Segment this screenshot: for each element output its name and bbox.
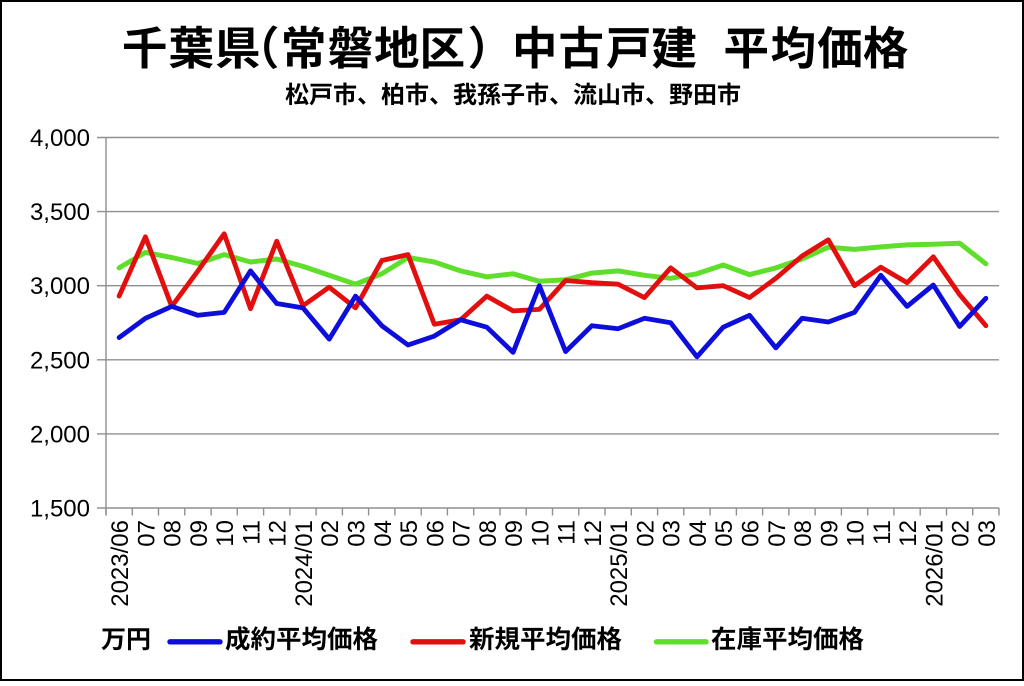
- svg-text:2,000: 2,000: [30, 421, 90, 448]
- svg-text:06: 06: [738, 520, 765, 547]
- svg-text:02: 02: [632, 520, 659, 547]
- svg-text:12: 12: [265, 520, 292, 547]
- svg-text:2026/01: 2026/01: [921, 520, 948, 607]
- svg-text:3,500: 3,500: [30, 199, 90, 226]
- svg-text:07: 07: [133, 520, 160, 547]
- svg-text:09: 09: [816, 520, 843, 547]
- svg-text:2024/01: 2024/01: [291, 520, 318, 607]
- svg-text:10: 10: [843, 520, 870, 547]
- svg-text:04: 04: [370, 520, 397, 547]
- svg-text:4,000: 4,000: [30, 125, 90, 152]
- svg-text:08: 08: [790, 520, 817, 547]
- svg-text:2,500: 2,500: [30, 347, 90, 374]
- svg-text:04: 04: [685, 520, 712, 547]
- svg-text:09: 09: [186, 520, 213, 547]
- svg-text:11: 11: [869, 520, 896, 545]
- svg-text:1,500: 1,500: [30, 496, 90, 523]
- svg-text:2025/01: 2025/01: [606, 520, 633, 607]
- svg-text:02: 02: [948, 520, 975, 547]
- svg-text:11: 11: [554, 520, 581, 545]
- svg-text:03: 03: [344, 520, 371, 547]
- svg-text:3,000: 3,000: [30, 273, 90, 300]
- svg-text:03: 03: [974, 520, 1001, 547]
- svg-text:08: 08: [160, 520, 187, 547]
- svg-text:02: 02: [317, 520, 344, 547]
- svg-text:2023/06: 2023/06: [107, 520, 134, 607]
- svg-text:12: 12: [895, 520, 922, 547]
- svg-text:10: 10: [212, 520, 239, 547]
- svg-text:12: 12: [580, 520, 607, 547]
- svg-text:05: 05: [711, 520, 738, 547]
- svg-text:03: 03: [659, 520, 686, 547]
- svg-text:07: 07: [764, 520, 791, 547]
- svg-text:09: 09: [501, 520, 528, 547]
- svg-text:10: 10: [527, 520, 554, 547]
- svg-text:06: 06: [422, 520, 449, 547]
- svg-text:11: 11: [239, 520, 266, 545]
- svg-text:08: 08: [475, 520, 502, 547]
- svg-text:05: 05: [396, 520, 423, 547]
- svg-text:07: 07: [449, 520, 476, 547]
